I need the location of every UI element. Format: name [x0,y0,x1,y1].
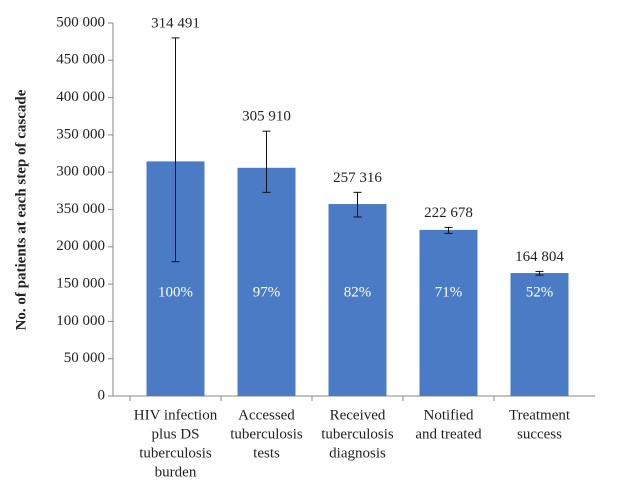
percent-label: 71% [435,284,463,300]
x-tick-label: tuberculosis [230,426,303,442]
value-label: 257 316 [333,170,382,186]
y-tick-label: 500 000 [56,14,105,30]
x-tick-label: HIV infection [134,407,218,423]
y-tick-label: 0 [98,387,106,403]
percent-label: 52% [526,284,554,300]
x-tick-label: success [517,426,562,442]
y-tick-label: 400 000 [56,89,105,105]
value-label: 164 804 [515,249,564,265]
y-tick-label: 100 000 [56,313,105,329]
x-tick-label: tests [253,445,280,461]
y-tick-label: 150 000 [56,276,105,292]
y-tick-label: 300 000 [56,164,105,180]
value-label: 314 491 [151,15,200,31]
bar [328,204,387,396]
percent-label: 82% [344,284,372,300]
x-tick-label: burden [155,464,197,480]
value-label: 222 678 [424,205,473,221]
y-tick-label: 200 000 [56,238,105,254]
y-axis-label: No. of patients at each step of cascade [13,89,29,330]
y-tick-label: 350 000 [56,201,105,217]
x-tick-label: Treatment [509,407,571,423]
bar [237,167,296,396]
bar [510,273,569,396]
percent-label: 97% [253,284,281,300]
x-tick-label: diagnosis [329,445,386,461]
y-tick-label: 50 000 [64,350,105,366]
x-tick-label: Accessed [238,407,295,423]
y-tick-label: 450 000 [56,52,105,68]
x-tick-label: tuberculosis [321,426,394,442]
bar [419,229,478,396]
x-tick-label: Notified [424,407,474,423]
y-tick-label: 350 000 [56,126,105,142]
value-label: 305 910 [242,109,291,125]
x-tick-label: tuberculosis [139,445,212,461]
x-tick-label: Received [330,407,386,423]
x-tick-label: plus DS [152,426,200,442]
percent-label: 100% [158,284,193,300]
x-tick-label: and treated [415,426,482,442]
